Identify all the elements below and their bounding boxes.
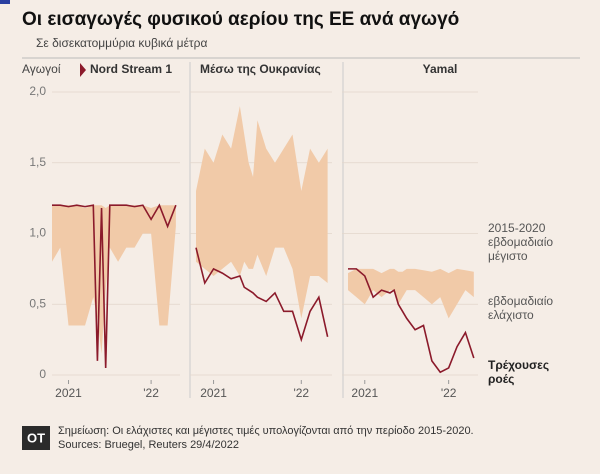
flow-line	[52, 203, 177, 368]
x-tick-label: '22	[143, 386, 159, 400]
annotation: εβδομαδιαίο	[488, 294, 553, 308]
annotation: εβδομαδιαίο	[488, 235, 553, 249]
annotation: Τρέχουσες	[488, 358, 549, 372]
x-tick-label: '22	[441, 386, 457, 400]
annotation: ελάχιστο	[488, 308, 534, 322]
logo: OT	[27, 430, 45, 445]
subtitle: Σε δισεκατομμύρια κυβικά μέτρα	[36, 36, 207, 50]
y-tick-label: 0	[39, 367, 46, 381]
x-tick-label: 2021	[200, 386, 227, 400]
flow-line	[195, 247, 329, 343]
logo-box	[22, 426, 50, 450]
corner-bar	[0, 0, 10, 4]
y-tick-label: 0,5	[29, 296, 46, 310]
panel-title: Nord Stream 1	[90, 62, 172, 76]
note: Σημείωση: Οι ελάχιστες και μέγιστες τιμέ…	[58, 425, 474, 437]
range-band	[52, 205, 176, 354]
annotation: μέγιστο	[488, 249, 528, 263]
x-tick-label: 2021	[55, 386, 82, 400]
annotation: ροές	[488, 372, 514, 386]
title: Οι εισαγωγές φυσικού αερίου της ΕΕ ανά α…	[22, 9, 459, 30]
annotation: 2015-2020	[488, 221, 546, 235]
panel-title: Μέσω της Ουκρανίας	[200, 62, 321, 76]
y-tick-label: 1,0	[29, 226, 46, 240]
y-tick-label: 2,0	[29, 84, 46, 98]
sources: Sources: Bruegel, Reuters 29/4/2022	[58, 439, 239, 451]
pipelines-label: Αγωγοί	[22, 62, 61, 76]
range-band	[348, 268, 474, 319]
x-tick-label: 2021	[351, 386, 378, 400]
panel-title: Yamal	[423, 62, 458, 76]
flow-line	[348, 268, 475, 374]
legend-marker	[80, 63, 86, 77]
y-tick-label: 1,5	[29, 155, 46, 169]
x-tick-label: '22	[293, 386, 309, 400]
range-band	[196, 106, 328, 319]
